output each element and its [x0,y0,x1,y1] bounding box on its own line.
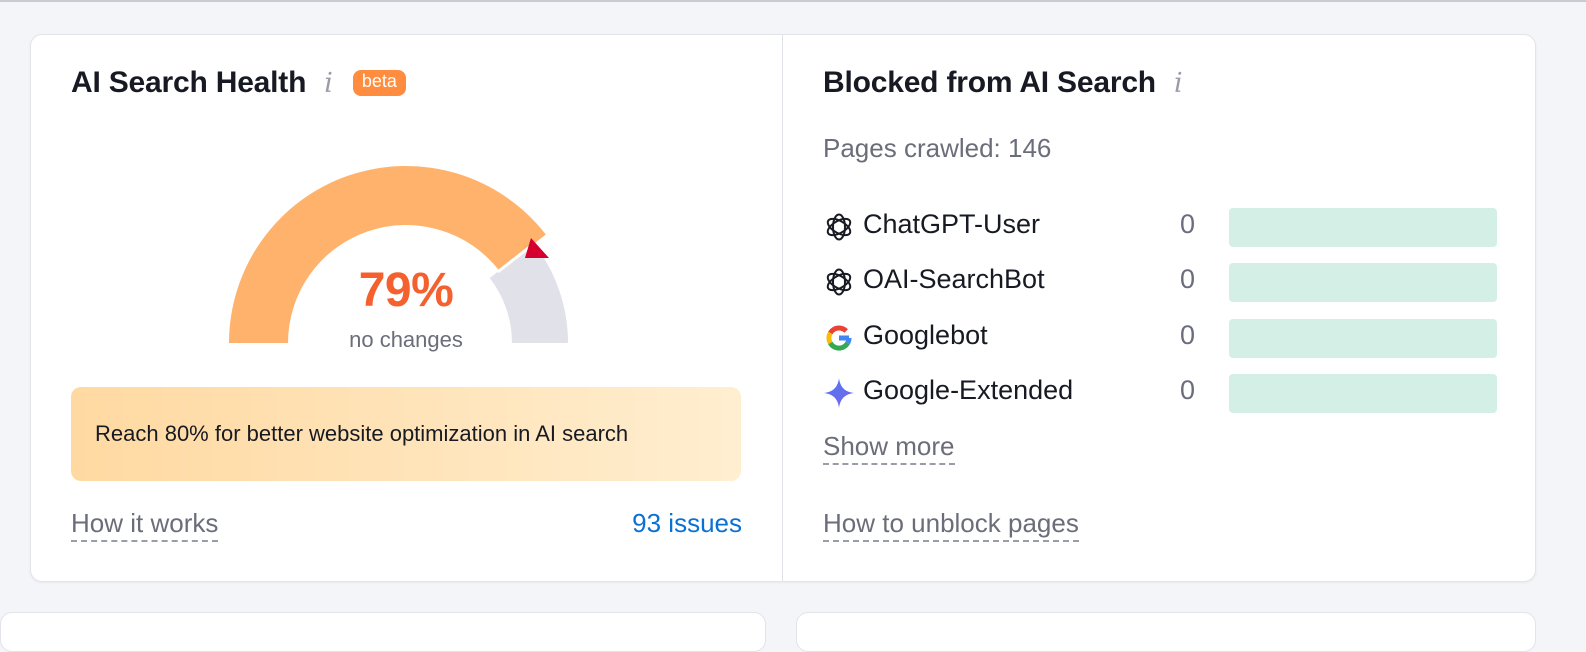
gauge-fill [229,165,546,343]
bot-count: 0 [1180,319,1196,350]
gauge-svg [229,165,568,343]
bot-count: 0 [1180,264,1196,295]
blocked-title-row: Blocked from AI Search i [823,63,1183,103]
gauge-marker-icon [524,237,549,258]
callout-text: Reach 80% for better website optimizatio… [95,421,629,446]
gemini-icon [824,377,854,408]
gauge-track [489,243,568,343]
health-title: AI Search Health [71,66,307,99]
top-divider [0,0,1586,2]
health-change: no changes [349,327,463,352]
bot-row: ChatGPT-User 0 [823,207,1497,262]
ai-search-health-panel: AI Search Health i beta 79% no changes R… [31,35,782,581]
unblock-pages-link[interactable]: How to unblock pages [823,507,1079,542]
bot-count: 0 [1180,209,1196,239]
health-title-row: AI Search Health i beta [71,63,406,103]
next-card-left [0,612,766,652]
show-more-link[interactable]: Show more [823,430,955,465]
bot-row: OAI-SearchBot 0 [823,262,1497,317]
bot-bar [1229,373,1497,413]
bot-list: ChatGPT-User 0 OAI-SearchBot 0 [823,207,1497,428]
health-gauge: 79% no changes [226,155,586,352]
goal-callout: Reach 80% for better website optimizatio… [71,387,741,481]
info-icon[interactable]: i [1173,67,1183,99]
beta-badge: beta [352,70,406,96]
blocked-title: Blocked from AI Search [823,66,1156,99]
bot-name: Google-Extended [863,374,1074,405]
how-it-works-link[interactable]: How it works [71,507,219,542]
openai-icon [826,268,852,296]
next-card-right [796,612,1536,652]
health-score: 79% [358,264,454,317]
info-icon[interactable]: i [324,67,333,99]
bot-name: Googlebot [863,319,988,350]
ai-search-card: AI Search Health i beta 79% no changes R… [30,34,1536,582]
pages-crawled: Pages crawled: 146 [823,133,1052,163]
openai-icon [826,213,852,241]
issues-link[interactable]: 93 issues [632,508,742,538]
bot-bar [1229,263,1497,303]
bot-row: Google-Extended 0 [823,373,1497,428]
blocked-panel: Blocked from AI Search i Pages crawled: … [783,35,1537,581]
bot-row: Googlebot 0 [823,318,1497,373]
google-icon [826,325,852,351]
bot-bar [1229,318,1497,358]
bot-count: 0 [1180,374,1196,405]
bot-bar [1229,208,1497,247]
panel-divider [782,35,783,581]
bot-name: ChatGPT-User [863,209,1041,239]
bot-name: OAI-SearchBot [863,264,1045,295]
